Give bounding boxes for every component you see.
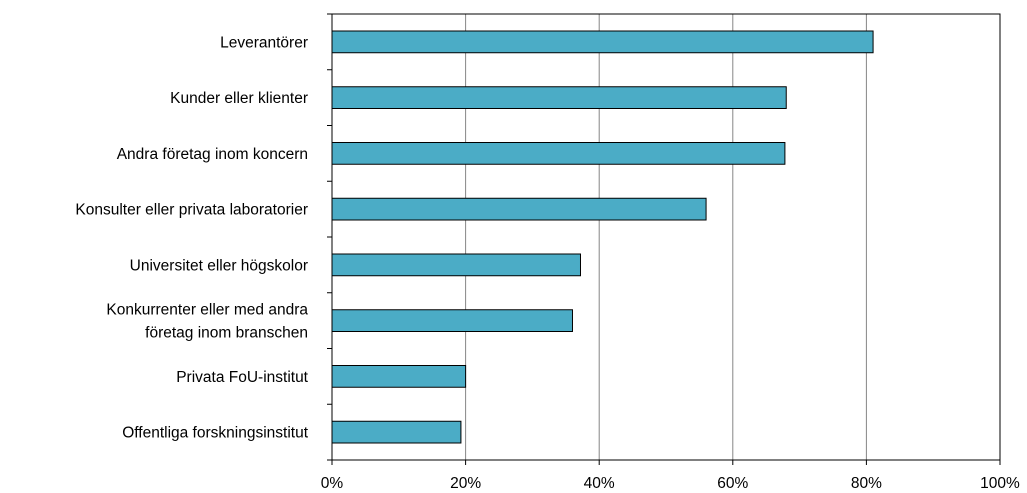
bars [331, 30, 874, 444]
bar [331, 197, 707, 221]
category-label: Konkurrenter eller med andra [106, 302, 308, 319]
bar [331, 30, 874, 54]
bar [331, 309, 573, 332]
category-label: Offentliga forskningsinstitut [122, 425, 309, 442]
category-axis [327, 13, 1001, 465]
bar [331, 365, 467, 388]
gridlines [465, 14, 867, 460]
category-label: företag inom branschen [145, 325, 308, 342]
category-label: Andra företag inom koncern [117, 146, 308, 163]
bar [331, 253, 581, 277]
bar [331, 86, 787, 109]
x-tick-label: 0% [321, 475, 344, 492]
category-label: Kunder eller klienter [170, 90, 308, 107]
bar [331, 142, 786, 165]
x-tick-label: 40% [584, 475, 615, 492]
category-label: Konsulter eller privata laboratorier [75, 202, 308, 219]
x-tick-label: 20% [450, 475, 481, 492]
x-tick-label: 100% [980, 475, 1020, 492]
x-tick-labels: 0% 20% 40% 60% 80% 100% [321, 475, 1020, 492]
x-tick-label: 60% [717, 475, 748, 492]
category-labels: Leverantörer Kunder eller klienter Andra f… [75, 34, 308, 441]
category-label: Leverantörer [220, 34, 308, 51]
plot-area-frame [331, 13, 1001, 461]
bar [331, 420, 462, 444]
category-label: Universitet eller högskolor [130, 257, 308, 274]
category-label: Privata FoU-institut [176, 369, 308, 386]
x-tick-label: 80% [851, 475, 882, 492]
